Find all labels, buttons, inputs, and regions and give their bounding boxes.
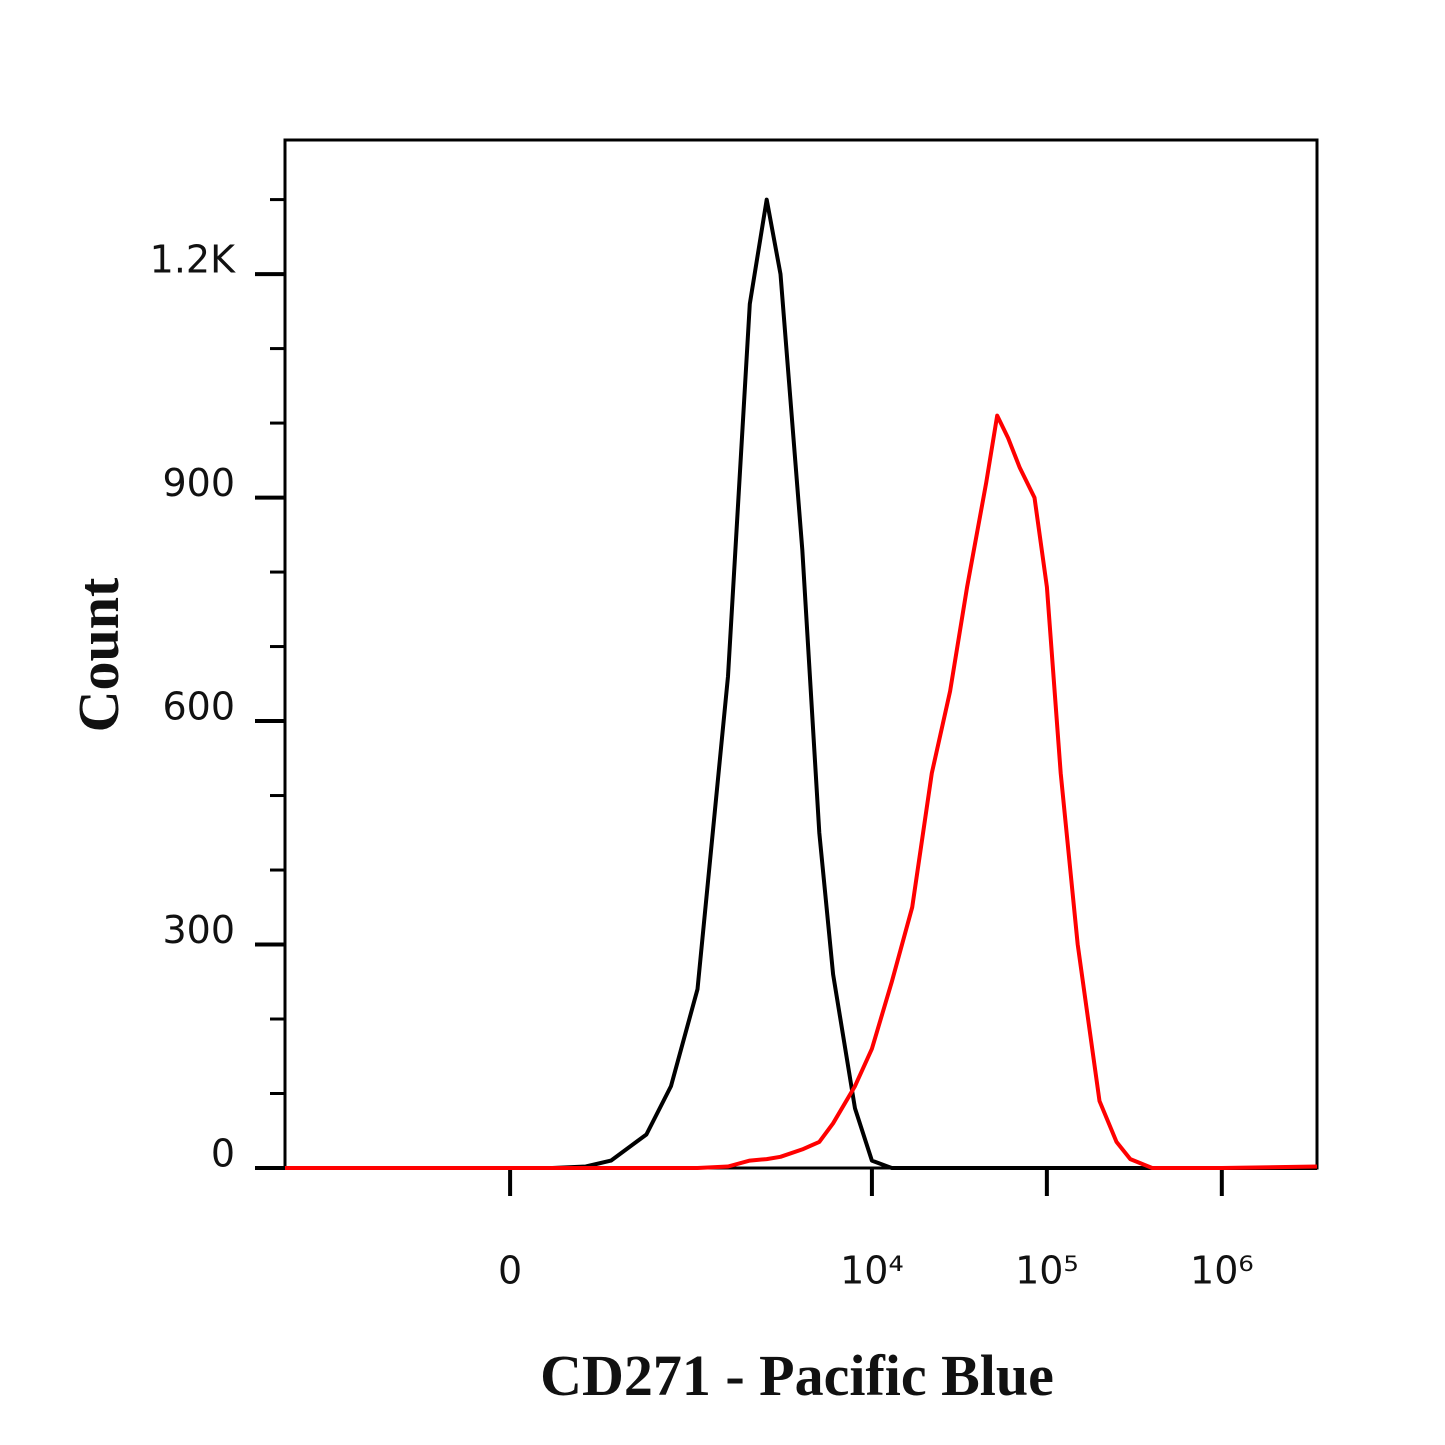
y-tick-label: 1.2K [150, 238, 236, 282]
x-tick-label: 10⁶ [1190, 1249, 1254, 1293]
x-tick-label: 0 [498, 1249, 522, 1293]
x-axis-title: CD271 - Pacific Blue [540, 1343, 1054, 1408]
y-tick-label: 300 [162, 908, 235, 952]
histogram-line [285, 197, 1317, 1170]
x-tick-label: 10⁵ [1015, 1249, 1079, 1293]
histogram-line [285, 413, 1318, 1170]
y-tick-label: 900 [162, 461, 235, 505]
plot-frame [283, 138, 1319, 1170]
y-axis-title: Count [66, 577, 131, 732]
x-tick-label: 10⁴ [840, 1249, 904, 1293]
y-tick-label: 0 [211, 1132, 235, 1176]
y-tick-label: 600 [162, 685, 235, 729]
